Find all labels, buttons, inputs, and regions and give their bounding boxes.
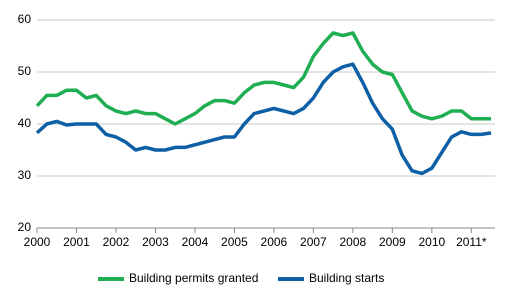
y-tick-label: 60 bbox=[18, 12, 32, 26]
x-tick-label: 2003 bbox=[142, 235, 169, 249]
x-tick-label: 2009 bbox=[379, 235, 406, 249]
x-tick-label: 2000 bbox=[24, 235, 51, 249]
y-tick-label: 50 bbox=[18, 64, 32, 78]
x-tick-label: 2005 bbox=[221, 235, 248, 249]
legend-label: Building permits granted bbox=[129, 271, 258, 285]
series-line bbox=[35, 62, 492, 176]
x-tick-label: 2002 bbox=[103, 235, 130, 249]
x-tick-label: 2008 bbox=[340, 235, 367, 249]
x-tick-label: 2004 bbox=[182, 235, 209, 249]
x-tick-label: 2007 bbox=[300, 235, 327, 249]
x-tick-label: 2006 bbox=[261, 235, 288, 249]
y-tick-label: 30 bbox=[18, 168, 32, 182]
x-tick-label: 2010 bbox=[418, 235, 445, 249]
legend-label: Building starts bbox=[309, 271, 384, 285]
y-tick-label: 40 bbox=[18, 116, 32, 130]
x-tick-label: 2011* bbox=[456, 235, 487, 249]
series-line bbox=[35, 31, 492, 126]
y-tick-label: 20 bbox=[18, 220, 32, 234]
x-tick-label: 2001 bbox=[63, 235, 90, 249]
